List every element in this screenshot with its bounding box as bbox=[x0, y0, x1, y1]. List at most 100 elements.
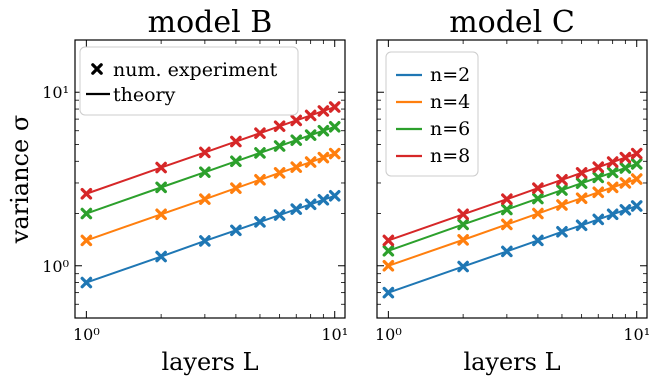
legend-label: n=8 bbox=[430, 145, 470, 167]
legend-theory-label: theory bbox=[113, 84, 176, 106]
theory-line-n=8 bbox=[388, 152, 638, 242]
axes-frame bbox=[74, 39, 346, 319]
experiment-marker bbox=[592, 186, 605, 199]
experiment-marker bbox=[273, 120, 286, 133]
experiment-marker bbox=[630, 200, 643, 212]
experiment-marker bbox=[592, 213, 605, 226]
experiment-marker bbox=[80, 276, 93, 289]
experiment-marker bbox=[630, 173, 643, 185]
experiment-marker bbox=[532, 234, 544, 247]
experiment-marker bbox=[290, 114, 303, 127]
panel-model-c: model C layers L 10⁰ 10¹ n=2 n=4 n=6 n=8 bbox=[375, 5, 650, 376]
experiment-marker bbox=[606, 208, 619, 221]
experiment-marker bbox=[532, 182, 544, 194]
theory-line-n=6 bbox=[388, 163, 638, 252]
experiment-marker bbox=[457, 260, 469, 273]
experiment-marker bbox=[630, 158, 643, 170]
experiment-marker bbox=[328, 121, 341, 133]
experiment-marker bbox=[155, 250, 167, 263]
experiment-marker bbox=[317, 105, 330, 117]
experiment-marker bbox=[304, 109, 317, 122]
experiment-marker bbox=[619, 177, 632, 189]
x-axis-label: layers L bbox=[161, 348, 258, 376]
experiment-marker bbox=[619, 162, 632, 174]
experiment-marker bbox=[290, 203, 303, 215]
experiment-marker bbox=[304, 198, 317, 211]
experiment-marker bbox=[606, 156, 619, 168]
experiment-marker bbox=[199, 146, 211, 159]
experiment-marker bbox=[155, 181, 167, 194]
chart-title: model C bbox=[449, 5, 575, 40]
experiment-marker bbox=[155, 208, 167, 221]
y-tick-label: 10⁰ bbox=[42, 257, 69, 276]
theory-line-n=4 bbox=[86, 152, 336, 242]
experiment-marker bbox=[199, 235, 211, 247]
experiment-marker bbox=[254, 147, 266, 159]
series-legend: n=2 n=4 n=6 n=8 bbox=[385, 51, 479, 177]
experiment-marker bbox=[199, 193, 211, 205]
experiment-marker bbox=[317, 193, 330, 206]
experiment-marker bbox=[254, 127, 266, 139]
experiment-marker bbox=[501, 218, 513, 231]
experiment-marker bbox=[382, 259, 395, 272]
y-axis-label: variance σ bbox=[6, 115, 34, 244]
theory-line-n=6 bbox=[86, 125, 336, 215]
experiment-marker bbox=[328, 101, 341, 113]
experiment-marker bbox=[556, 184, 568, 196]
experiment-marker bbox=[230, 182, 242, 194]
experiment-marker bbox=[575, 192, 588, 205]
experiment-marker bbox=[630, 147, 643, 160]
experiment-marker bbox=[532, 192, 544, 205]
experiment-marker bbox=[457, 218, 469, 231]
experiment-marker bbox=[606, 166, 619, 179]
legend-label: n=4 bbox=[430, 91, 470, 113]
x-tick-label: 10¹ bbox=[623, 325, 650, 344]
x-tick-label: 10⁰ bbox=[375, 325, 402, 344]
experiment-marker bbox=[501, 203, 513, 216]
x-axis-label: layers L bbox=[463, 348, 560, 376]
theory-line-n=2 bbox=[388, 205, 638, 294]
experiment-marker bbox=[575, 177, 588, 190]
experiment-marker bbox=[317, 124, 330, 137]
experiment-marker bbox=[575, 167, 588, 179]
experiment-marker bbox=[80, 207, 93, 220]
theory-line-n=8 bbox=[86, 106, 336, 195]
experiment-marker bbox=[230, 135, 242, 148]
experiment-marker bbox=[556, 225, 568, 238]
legend-label: n=6 bbox=[430, 118, 470, 140]
experiment-marker bbox=[382, 234, 395, 247]
x-tick-label: 10⁰ bbox=[73, 325, 100, 344]
legend-label: n=2 bbox=[430, 64, 470, 86]
experiment-marker bbox=[501, 245, 513, 258]
experiment-marker bbox=[230, 224, 242, 237]
theory-line-n=4 bbox=[388, 178, 638, 267]
experiment-marker bbox=[619, 204, 632, 216]
experiment-marker bbox=[304, 156, 317, 168]
experiment-marker bbox=[382, 286, 395, 299]
experiment-marker bbox=[254, 173, 266, 186]
experiment-marker bbox=[273, 167, 286, 179]
experiment-marker bbox=[606, 181, 619, 194]
experiment-marker bbox=[254, 216, 266, 228]
experiment-marker bbox=[619, 151, 632, 164]
experiment-marker bbox=[532, 207, 544, 220]
experiment-marker bbox=[273, 140, 286, 152]
experiment-marker bbox=[304, 129, 317, 141]
axes-frame bbox=[376, 39, 648, 319]
experiment-marker bbox=[457, 234, 469, 246]
x-tick-label: 10¹ bbox=[321, 325, 348, 344]
experiment-marker bbox=[592, 171, 605, 184]
experiment-marker bbox=[457, 208, 469, 221]
experiment-marker bbox=[290, 134, 303, 147]
experiment-marker bbox=[80, 187, 93, 200]
experiment-marker bbox=[556, 199, 568, 211]
legend-experiment-label: num. experiment bbox=[113, 59, 278, 81]
legend-box bbox=[385, 51, 479, 177]
experiment-marker bbox=[592, 161, 605, 173]
experiment-marker bbox=[575, 219, 588, 232]
experiment-marker bbox=[556, 173, 568, 186]
experiment-marker bbox=[273, 209, 286, 221]
experiment-marker bbox=[230, 155, 242, 168]
experiment-marker bbox=[199, 166, 211, 179]
